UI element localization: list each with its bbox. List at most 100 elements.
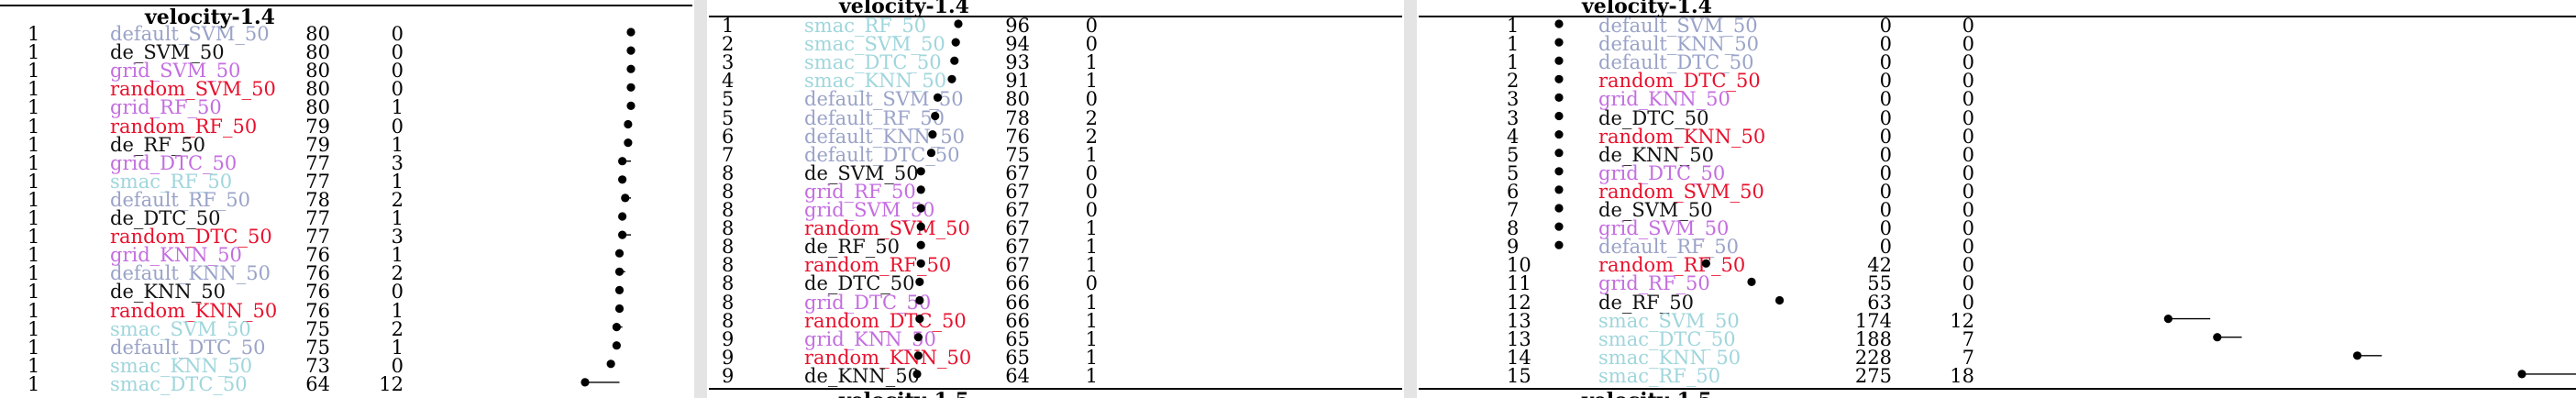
mean-value-cell: 55	[1867, 272, 1892, 295]
table-row: 9 random_KNN_50 65 1	[722, 348, 1235, 367]
rank-cell: 8	[722, 199, 735, 221]
mean-value-cell: 76	[305, 299, 330, 322]
data-point	[1554, 111, 1564, 121]
mean-value-cell: 0	[1879, 106, 1892, 129]
data-point	[1554, 38, 1564, 47]
rank-cell: 1	[722, 15, 735, 37]
spread-value-cell: 1	[1085, 236, 1098, 259]
table-row: 3 de_DTC_50 0 0	[1507, 106, 2020, 129]
rank-cell: 3	[722, 51, 735, 74]
method-name-cell: grid_SVM_50	[1598, 217, 1730, 240]
table-row: 8 random_SVM_50 67 1	[722, 219, 1235, 238]
table-row: 8 grid_DTC_50 66 1	[722, 293, 1235, 312]
method-name-cell: grid_SVM_50	[110, 60, 241, 83]
data-point	[954, 19, 963, 28]
spread-value-cell: 18	[1950, 364, 1974, 387]
data-point	[928, 130, 937, 139]
table-row: 6 random_SVM_50 0 0	[1507, 182, 2020, 201]
data-point	[1554, 240, 1564, 249]
panel-3-bottom-rule	[1419, 388, 2576, 390]
method-name-cell: random_RF_50	[804, 254, 952, 277]
rank-cell: 8	[722, 291, 735, 314]
mean-value-cell: 0	[1879, 161, 1892, 184]
spread-value-cell: 0	[1962, 15, 1974, 37]
mean-value-cell: 94	[1005, 33, 1030, 56]
panel-1-title: velocity-1.4	[145, 6, 275, 29]
table-row: 1 smac_DTC_50 64 12	[28, 372, 541, 395]
results-panel-3: velocity-1.4 1 default_SVM_50 0 0 1 default_K…	[1419, 0, 2576, 398]
method-name-cell: smac_SVM_50	[1598, 309, 1740, 332]
method-name-cell: random_DTC_50	[1598, 70, 1761, 93]
results-panel-1: velocity-1.4 1 default_SVM_50 80 0 1 de_SVM_5…	[0, 0, 692, 398]
mean-value-cell: 0	[1879, 180, 1892, 203]
data-point	[618, 212, 627, 221]
method-name-cell: grid_RF_50	[1598, 272, 1710, 295]
spread-value-cell: 1	[1085, 70, 1098, 93]
method-name-cell: de_RF_50	[804, 236, 900, 259]
data-point	[915, 295, 924, 305]
rank-cell: 1	[28, 281, 40, 304]
spread-value-cell: 2	[1085, 106, 1098, 129]
method-name-cell: smac_RF_50	[110, 170, 233, 193]
panel-2-bottom-title: velocity-1.5	[839, 391, 969, 398]
table-row: 1 grid_DTC_50 77 3	[28, 153, 541, 172]
table-row: 12 de_RF_50 63 0	[1507, 293, 2020, 312]
spread-value-cell: 12	[379, 372, 404, 395]
rank-cell: 1	[28, 60, 40, 83]
table-row: 1 default_DTC_50 0 0	[1507, 53, 2020, 72]
results-panel-2: velocity-1.4 1 smac_RF_50 96 0 2 smac_SVM_50 9…	[709, 0, 1402, 398]
mean-value-cell: 75	[305, 317, 330, 340]
mean-value-cell: 79	[305, 115, 330, 138]
mean-value-cell: 67	[1005, 180, 1030, 203]
table-row: 11 grid_RF_50 55 0	[1507, 274, 2020, 293]
data-point	[1554, 74, 1564, 83]
rank-cell: 9	[1507, 236, 1520, 259]
mean-value-cell: 228	[1854, 346, 1892, 369]
spread-value-cell: 1	[1085, 291, 1098, 314]
mean-value-cell: 188	[1854, 327, 1892, 350]
method-name-cell: smac_SVM_50	[110, 317, 251, 340]
spread-value-cell: 1	[1085, 309, 1098, 332]
method-name-cell: random_SVM_50	[804, 217, 970, 240]
method-name-cell: smac_SVM_50	[804, 33, 945, 56]
method-name-cell: smac_KNN_50	[804, 70, 947, 93]
rank-cell: 8	[722, 236, 735, 259]
mean-value-cell: 76	[305, 262, 330, 285]
method-name-cell: random_DTC_50	[804, 309, 967, 332]
table-row: 8 de_RF_50 67 1	[722, 236, 1235, 259]
table-row: 1 smac_KNN_50 73 0	[28, 356, 541, 375]
table-row: 1 de_DTC_50 77 1	[28, 207, 541, 229]
rank-cell: 1	[28, 244, 40, 267]
method-name-cell: de_DTC_50	[110, 207, 221, 229]
data-point	[2517, 370, 2526, 379]
spread-value-cell: 0	[391, 23, 404, 45]
data-point	[1554, 222, 1564, 231]
table-row: 1 de_RF_50 79 1	[28, 135, 541, 154]
panel-3-top-rule	[1419, 16, 2576, 17]
spread-value-cell: 1	[1085, 143, 1098, 166]
rank-cell: 3	[1507, 88, 1520, 111]
data-point	[614, 304, 625, 314]
data-point	[2213, 333, 2222, 342]
data-point	[915, 315, 924, 324]
mean-value-cell: 91	[1005, 70, 1030, 93]
mean-value-cell: 0	[1879, 236, 1892, 259]
method-name-cell: default_SVM_50	[110, 23, 270, 45]
method-name-cell: random_DTC_50	[110, 226, 272, 249]
table-row: 5 default_SVM_50 80 0	[722, 88, 1235, 111]
spread-value-cell: 0	[1085, 199, 1098, 221]
spread-value-cell: 2	[391, 317, 404, 340]
data-point	[614, 267, 625, 276]
spread-value-cell: 0	[1962, 180, 1974, 203]
rank-cell: 12	[1507, 291, 1531, 314]
spread-value-cell: 0	[1085, 88, 1098, 111]
table-row: 9 grid_KNN_50 65 1	[722, 329, 1235, 348]
method-name-cell: default_KNN_50	[1598, 33, 1760, 56]
mean-value-cell: 67	[1005, 254, 1030, 277]
rank-cell: 13	[1507, 309, 1531, 332]
spread-value-cell: 0	[1085, 33, 1098, 56]
table-row: 2 random_DTC_50 0 0	[1507, 70, 2020, 93]
rank-cell: 1	[28, 23, 40, 45]
data-point	[2163, 315, 2172, 324]
data-point	[913, 333, 923, 342]
